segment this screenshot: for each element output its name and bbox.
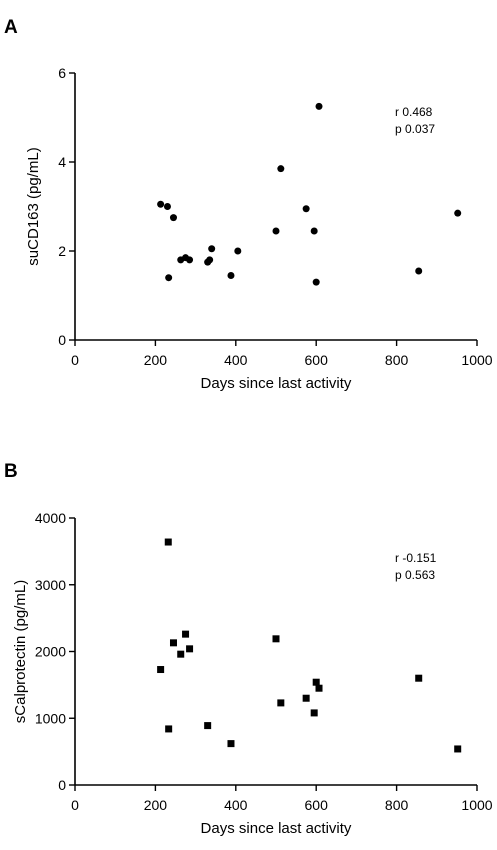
data-point bbox=[169, 639, 177, 647]
x-tick-label: 0 bbox=[71, 352, 79, 368]
data-point bbox=[177, 650, 185, 658]
data-point bbox=[315, 684, 323, 692]
y-tick-label: 2 bbox=[58, 243, 66, 259]
data-point bbox=[302, 694, 310, 702]
y-tick-label: 4000 bbox=[35, 510, 66, 526]
y-tick-label: 1000 bbox=[35, 710, 66, 726]
data-point bbox=[227, 271, 235, 279]
x-tick-label: 200 bbox=[144, 352, 168, 368]
data-point bbox=[312, 278, 320, 286]
x-tick-label: 1000 bbox=[461, 352, 492, 368]
data-point bbox=[302, 205, 310, 213]
x-tick-label: 800 bbox=[385, 352, 409, 368]
x-tick-label: 400 bbox=[224, 352, 248, 368]
data-point bbox=[415, 674, 423, 682]
data-point bbox=[312, 678, 320, 686]
y-tick-label: 0 bbox=[58, 332, 66, 348]
data-point bbox=[169, 214, 177, 222]
panel-label: A bbox=[4, 17, 18, 38]
x-tick-label: 1000 bbox=[461, 797, 492, 813]
data-point bbox=[164, 538, 172, 546]
data-point bbox=[310, 709, 318, 717]
y-tick-label: 6 bbox=[58, 65, 66, 81]
data-point bbox=[315, 102, 323, 110]
correlation-p-label: p 0.037 bbox=[395, 122, 435, 136]
data-point bbox=[272, 635, 280, 643]
y-axis-title: sCalprotectin (pg/mL) bbox=[12, 580, 29, 723]
x-axis-title: Days since last activity bbox=[201, 375, 352, 392]
data-point bbox=[206, 256, 214, 264]
data-point bbox=[454, 745, 462, 753]
data-point bbox=[163, 203, 171, 210]
correlation-r-label: r -0.151 bbox=[395, 551, 437, 565]
data-point bbox=[234, 247, 242, 255]
data-point bbox=[454, 209, 462, 217]
data-point bbox=[157, 200, 165, 208]
data-point bbox=[182, 630, 190, 638]
data-point bbox=[415, 267, 423, 275]
data-point bbox=[277, 165, 285, 173]
y-tick-label: 2000 bbox=[35, 644, 66, 660]
y-tick-label: 3000 bbox=[35, 577, 66, 593]
data-point bbox=[204, 722, 212, 730]
data-point bbox=[310, 227, 318, 235]
data-point bbox=[277, 699, 285, 707]
data-point bbox=[186, 256, 194, 264]
data-point bbox=[208, 245, 216, 253]
y-axis-title: suCD163 (pg/mL) bbox=[25, 147, 42, 265]
data-point bbox=[165, 274, 173, 282]
x-tick-label: 600 bbox=[305, 352, 329, 368]
x-tick-label: 400 bbox=[224, 797, 248, 813]
data-point bbox=[227, 740, 235, 748]
y-tick-label: 4 bbox=[58, 154, 66, 170]
panel-label: B bbox=[4, 461, 18, 482]
x-tick-label: 0 bbox=[71, 797, 79, 813]
correlation-r-label: r 0.468 bbox=[395, 105, 433, 119]
x-tick-label: 600 bbox=[305, 797, 329, 813]
y-tick-label: 0 bbox=[58, 777, 66, 793]
x-tick-label: 200 bbox=[144, 797, 168, 813]
data-point bbox=[272, 227, 280, 235]
x-tick-label: 800 bbox=[385, 797, 409, 813]
x-axis-title: Days since last activity bbox=[201, 820, 352, 837]
panel-b: B 0 1000 2000 3000 4000 0 200 400 600 800 1000 Days … bbox=[4, 461, 493, 837]
data-point bbox=[165, 725, 173, 733]
correlation-p-label: p 0.563 bbox=[395, 568, 435, 582]
data-point bbox=[186, 645, 194, 653]
panel-a: A 0 2 4 6 0 200 400 600 800 1000 Days since last ac… bbox=[4, 17, 493, 392]
data-point bbox=[157, 666, 165, 674]
